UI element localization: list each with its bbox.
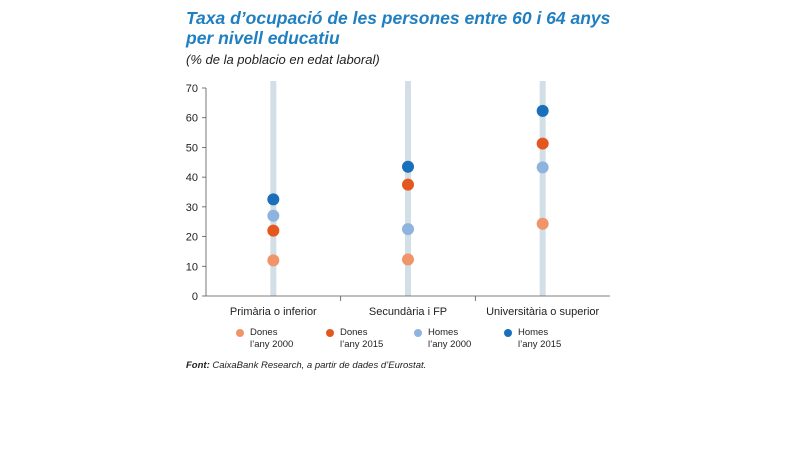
- legend-label-line-1: Homes: [428, 327, 459, 338]
- legend-label-line-2: l’any 2000: [250, 339, 294, 350]
- legend-label-line-2: l’any 2000: [428, 339, 472, 350]
- chart-title: Taxa d’ocupació de les persones entre 60…: [186, 8, 610, 48]
- legend-dot-icon: [414, 329, 422, 337]
- legend-label-line-1: Homes: [518, 327, 549, 338]
- x-tick-label: Secundària i FP: [369, 306, 447, 318]
- chart-subtitle: (% de la poblacio en edat laboral): [186, 52, 380, 67]
- legend-dot-icon: [236, 329, 244, 337]
- legend-label-line-2: l’any 2015: [340, 339, 384, 350]
- y-tick-label: 50: [186, 142, 198, 154]
- chart-title-line-1: Taxa d’ocupació de les persones entre 60…: [186, 8, 611, 28]
- legend-dot-icon: [326, 329, 334, 337]
- legend-dot-icon: [504, 329, 512, 337]
- data-point-dones-2000: [536, 217, 549, 230]
- legend-label-line-2: l’any 2015: [518, 339, 562, 350]
- legend-label: Dones l’any 2000: [250, 327, 293, 351]
- data-point-dones-2000: [267, 254, 280, 267]
- y-tick-label: 10: [186, 261, 198, 273]
- data-point-dones-2015: [402, 178, 414, 191]
- legend-label: Dones l’any 2015: [340, 327, 383, 351]
- y-tick-label: 70: [186, 83, 198, 95]
- legend: Dones l’any 2000 Dones l’any 2015 Homes l’any…: [0, 327, 800, 355]
- legend-label-line-1: Dones: [340, 327, 368, 338]
- legend-label: Homes l’any 2000: [428, 327, 471, 351]
- legend-label-line-1: Dones: [250, 327, 278, 338]
- source-text: CaixaBank Research, a partir de dades d’…: [212, 360, 427, 371]
- y-tick-label: 0: [192, 291, 198, 303]
- y-tick-label: 20: [186, 232, 198, 244]
- chart-title-line-2: per nivell educatiu: [186, 28, 340, 48]
- x-tick-label: Universitària o superior: [486, 306, 599, 318]
- source-note: Font: CaixaBank Research, a partir de da…: [186, 360, 426, 371]
- data-point-homes-2015: [267, 193, 280, 206]
- source-label: Font:: [186, 360, 210, 371]
- y-tick-label: 30: [186, 202, 198, 214]
- category-bar-1: [270, 81, 277, 296]
- data-point-homes-2000: [267, 209, 280, 222]
- data-point-dones-2015: [267, 224, 280, 237]
- data-point-dones-2000: [402, 253, 414, 266]
- data-point-dones-2015: [536, 137, 549, 150]
- data-point-homes-2000: [536, 161, 549, 174]
- x-tick-label: Primària o inferior: [230, 306, 317, 318]
- legend-label: Homes l’any 2015: [518, 327, 561, 351]
- y-tick-label: 40: [186, 172, 198, 184]
- data-point-homes-2015: [536, 104, 549, 117]
- data-point-homes-2015: [402, 160, 414, 173]
- y-tick-label: 60: [186, 113, 198, 125]
- category-bar-3: [539, 81, 546, 296]
- chart-area: 0 10 20 30 40 50 60 70 Primària o inferior Secund…: [186, 81, 610, 318]
- data-point-homes-2000: [402, 223, 414, 236]
